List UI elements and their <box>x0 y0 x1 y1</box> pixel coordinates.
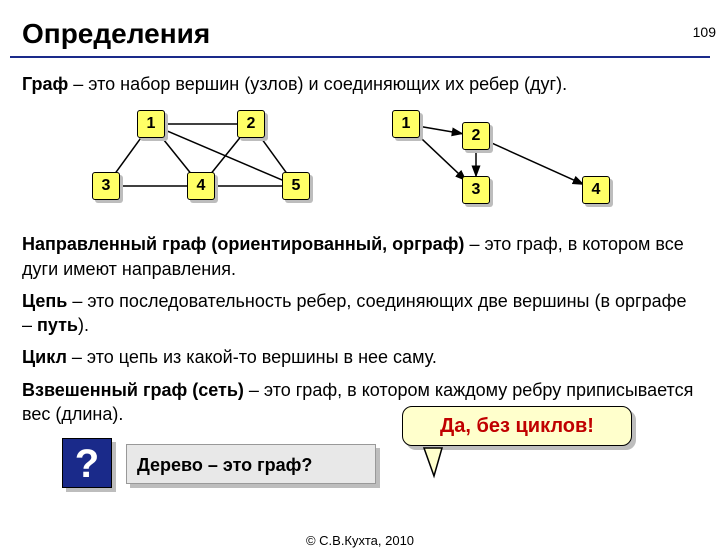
callout-tail <box>422 446 462 486</box>
intro-term: Граф <box>22 74 68 94</box>
question-mark-icon: ? <box>62 438 112 488</box>
intro-line: Граф – это набор вершин (узлов) и соедин… <box>22 72 698 96</box>
graph-node: 2 <box>237 110 265 138</box>
graph-edges <box>22 104 698 224</box>
content: Граф – это набор вершин (узлов) и соедин… <box>0 72 720 504</box>
page-number: 109 <box>693 24 716 40</box>
definition-para: Цикл – это цепь из какой-то вершины в не… <box>22 345 698 369</box>
definition-para: Цепь – это последовательность ребер, сое… <box>22 289 698 338</box>
title-rule <box>10 56 710 58</box>
graph-node: 2 <box>462 122 490 150</box>
graph-node: 1 <box>392 110 420 138</box>
graph-node: 4 <box>187 172 215 200</box>
definition-para: Направленный граф (ориентированный, оргр… <box>22 232 698 281</box>
graph-node: 1 <box>137 110 165 138</box>
intro-rest: – это набор вершин (узлов) и соединяющих… <box>68 74 567 94</box>
graph-node: 3 <box>462 176 490 204</box>
question-row: Да, без циклов! ? Дерево – это граф? <box>22 434 698 504</box>
graph-node: 4 <box>582 176 610 204</box>
graphs-area: 1 2 3 4 5 1 2 3 4 <box>22 104 698 224</box>
question-text: Дерево – это граф? <box>126 444 376 484</box>
graph-node: 3 <box>92 172 120 200</box>
answer-box: Да, без циклов! <box>402 406 632 446</box>
footer-copyright: © С.В.Кухта, 2010 <box>0 533 720 548</box>
page-title: Определения <box>22 18 720 50</box>
graph-node: 5 <box>282 172 310 200</box>
